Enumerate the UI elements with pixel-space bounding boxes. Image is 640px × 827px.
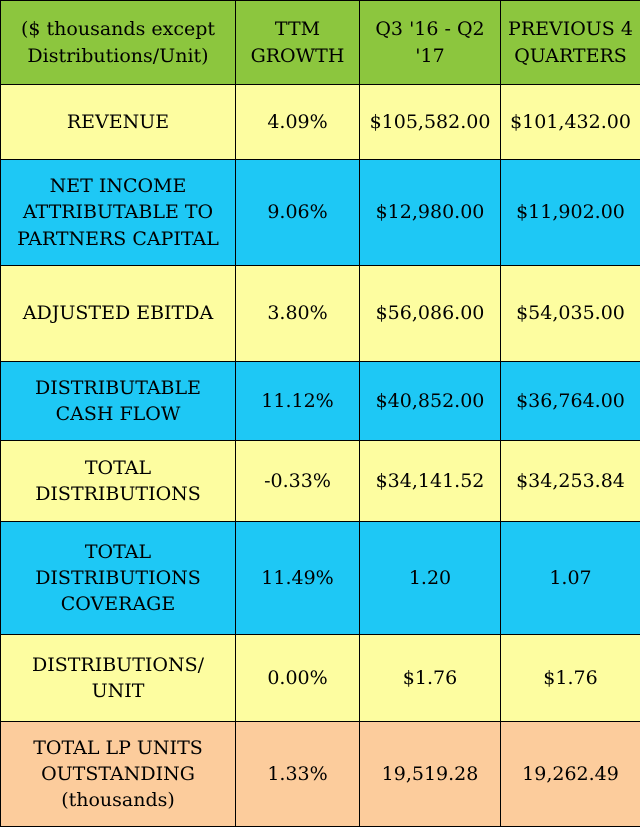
row-label: DISTRIBUTIONS/ UNIT (1, 635, 236, 722)
ttm-growth-cell: 3.80% (236, 266, 360, 362)
header-ttm-growth: TTM GROWTH (236, 1, 360, 85)
previous-quarters-cell: $11,902.00 (501, 160, 640, 266)
header-units: ($ thousands except Distributions/Unit) (1, 1, 236, 85)
table-row: TOTAL DISTRIBUTIONS COVERAGE 11.49% 1.20… (1, 522, 640, 635)
ttm-growth-cell: -0.33% (236, 441, 360, 522)
ttm-growth-cell: 0.00% (236, 635, 360, 722)
previous-quarters-cell: 19,262.49 (501, 722, 640, 827)
row-label: REVENUE (1, 85, 236, 160)
ttm-growth-cell: 11.49% (236, 522, 360, 635)
table-row: DISTRIBUTABLE CASH FLOW 11.12% $40,852.0… (1, 362, 640, 441)
previous-quarters-cell: 1.07 (501, 522, 640, 635)
previous-quarters-cell: $36,764.00 (501, 362, 640, 441)
ttm-growth-cell: 11.12% (236, 362, 360, 441)
table-row: TOTAL DISTRIBUTIONS -0.33% $34,141.52 $3… (1, 441, 640, 522)
current-period-cell: $40,852.00 (360, 362, 501, 441)
table-row: REVENUE 4.09% $105,582.00 $101,432.00 (1, 85, 640, 160)
ttm-growth-cell: 1.33% (236, 722, 360, 827)
header-previous-quarters: PREVIOUS 4 QUARTERS (501, 1, 640, 85)
current-period-cell: 19,519.28 (360, 722, 501, 827)
row-label: TOTAL DISTRIBUTIONS (1, 441, 236, 522)
table-row: DISTRIBUTIONS/ UNIT 0.00% $1.76 $1.76 (1, 635, 640, 722)
row-label: TOTAL DISTRIBUTIONS COVERAGE (1, 522, 236, 635)
current-period-cell: 1.20 (360, 522, 501, 635)
current-period-cell: $34,141.52 (360, 441, 501, 522)
current-period-cell: $12,980.00 (360, 160, 501, 266)
row-label: ADJUSTED EBITDA (1, 266, 236, 362)
header-row: ($ thousands except Distributions/Unit) … (1, 1, 640, 85)
previous-quarters-cell: $54,035.00 (501, 266, 640, 362)
current-period-cell: $1.76 (360, 635, 501, 722)
ttm-growth-cell: 9.06% (236, 160, 360, 266)
row-label: DISTRIBUTABLE CASH FLOW (1, 362, 236, 441)
header-current-period: Q3 '16 - Q2 '17 (360, 1, 501, 85)
previous-quarters-cell: $1.76 (501, 635, 640, 722)
ttm-growth-cell: 4.09% (236, 85, 360, 160)
table-row: TOTAL LP UNITS OUTSTANDING (thousands) 1… (1, 722, 640, 827)
current-period-cell: $105,582.00 (360, 85, 501, 160)
row-label: TOTAL LP UNITS OUTSTANDING (thousands) (1, 722, 236, 827)
row-label: NET INCOME ATTRIBUTABLE TO PARTNERS CAPI… (1, 160, 236, 266)
current-period-cell: $56,086.00 (360, 266, 501, 362)
previous-quarters-cell: $101,432.00 (501, 85, 640, 160)
table-row: ADJUSTED EBITDA 3.80% $56,086.00 $54,035… (1, 266, 640, 362)
table-row: NET INCOME ATTRIBUTABLE TO PARTNERS CAPI… (1, 160, 640, 266)
previous-quarters-cell: $34,253.84 (501, 441, 640, 522)
